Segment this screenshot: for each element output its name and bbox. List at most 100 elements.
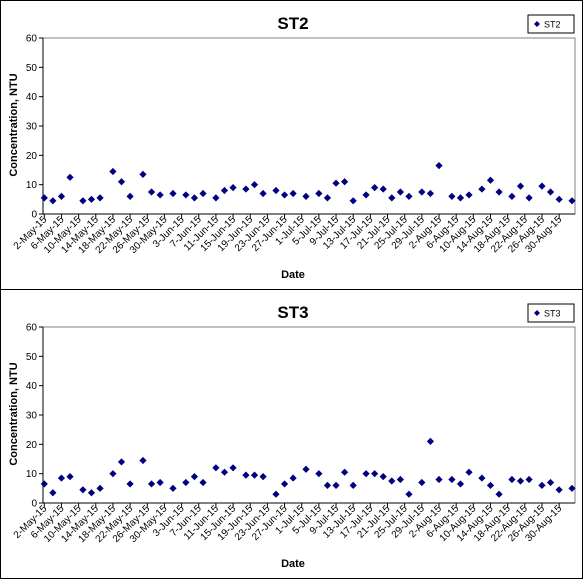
data-point xyxy=(147,188,156,196)
data-point xyxy=(388,477,396,485)
data-point xyxy=(250,471,259,479)
data-point xyxy=(525,475,533,484)
y-tick-label: 40 xyxy=(26,381,38,392)
data-point xyxy=(478,474,486,482)
data-point xyxy=(418,188,426,196)
y-tick-label: 60 xyxy=(26,323,38,334)
data-point xyxy=(495,188,503,196)
data-point xyxy=(229,464,237,472)
data-point xyxy=(448,192,456,200)
legend: ST3 xyxy=(527,303,575,323)
data-point xyxy=(538,182,546,190)
data-point xyxy=(516,182,525,190)
data-point xyxy=(379,473,387,481)
chart-title: ST3 xyxy=(277,303,308,322)
legend: ST2 xyxy=(527,14,575,34)
data-point xyxy=(66,473,74,481)
data-point xyxy=(465,191,473,199)
data-point xyxy=(546,188,555,196)
data-point xyxy=(79,486,87,494)
data-point xyxy=(212,194,220,202)
data-point xyxy=(242,185,250,193)
data-point xyxy=(555,195,563,203)
data-point xyxy=(250,181,259,189)
plot-area xyxy=(42,326,576,504)
data-point xyxy=(302,192,310,200)
data-point xyxy=(49,489,57,497)
chart-panel-st2: ST2 Date Concentration, NTU 0 10 20 30 40 50 6… xyxy=(0,0,583,290)
data-point xyxy=(289,474,297,482)
data-point xyxy=(169,189,177,198)
y-tick-label: 20 xyxy=(26,440,38,451)
data-point xyxy=(182,478,190,487)
data-point xyxy=(525,194,533,202)
data-point xyxy=(486,481,495,489)
data-point xyxy=(302,465,310,473)
data-point xyxy=(229,184,237,192)
data-point xyxy=(169,484,177,492)
data-point xyxy=(280,480,289,488)
data-point xyxy=(199,189,207,198)
data-point xyxy=(190,194,199,202)
data-point xyxy=(341,178,349,186)
legend-box xyxy=(527,14,575,34)
data-point xyxy=(96,194,104,202)
data-point xyxy=(546,478,555,487)
data-point xyxy=(371,470,379,478)
data-point xyxy=(405,490,413,498)
chart-title: ST2 xyxy=(277,14,308,33)
data-point xyxy=(426,189,435,198)
data-point xyxy=(418,478,426,487)
data-point xyxy=(323,194,332,202)
data-point xyxy=(362,191,370,199)
y-tick-label: 40 xyxy=(26,92,38,103)
data-point xyxy=(96,484,104,492)
data-point xyxy=(272,490,280,498)
data-point xyxy=(349,197,357,205)
y-tick-label: 50 xyxy=(26,352,38,363)
data-point xyxy=(66,173,74,181)
data-point xyxy=(156,478,164,487)
data-point xyxy=(349,481,357,489)
data-point xyxy=(289,189,297,198)
data-point xyxy=(87,195,96,203)
data-point xyxy=(332,481,340,489)
data-point xyxy=(156,191,164,199)
data-point xyxy=(435,475,443,484)
data-point xyxy=(109,470,117,478)
y-tick-label: 0 xyxy=(31,499,37,510)
data-point xyxy=(139,456,147,465)
legend-marker xyxy=(534,21,540,27)
data-point xyxy=(220,186,229,195)
data-point xyxy=(40,194,48,202)
data-point xyxy=(456,480,465,488)
data-point xyxy=(362,470,370,478)
y-tick-label: 50 xyxy=(26,63,38,74)
data-point xyxy=(280,191,289,199)
data-point xyxy=(259,189,267,198)
data-point xyxy=(495,490,503,498)
data-point xyxy=(190,473,199,481)
data-point xyxy=(516,477,525,485)
plot-area xyxy=(42,37,576,215)
data-point xyxy=(448,475,456,484)
x-axis-label: Date xyxy=(281,558,305,570)
data-point xyxy=(126,192,134,200)
data-point xyxy=(388,194,396,202)
data-point xyxy=(220,468,229,476)
data-point xyxy=(57,474,66,482)
y-tick-label: 10 xyxy=(26,469,38,480)
y-axis-label: Concentration, NTU xyxy=(8,362,20,465)
data-point xyxy=(568,197,576,205)
y-tick-label: 20 xyxy=(26,151,38,162)
data-point xyxy=(147,480,156,488)
data-point xyxy=(315,189,323,198)
y-tick-label: 10 xyxy=(26,180,38,191)
data-point xyxy=(465,468,473,476)
data-point xyxy=(49,197,57,205)
data-point xyxy=(341,468,349,476)
data-point xyxy=(57,192,66,200)
data-point xyxy=(426,437,435,445)
data-point xyxy=(478,185,486,193)
y-tick-label: 60 xyxy=(26,34,38,45)
